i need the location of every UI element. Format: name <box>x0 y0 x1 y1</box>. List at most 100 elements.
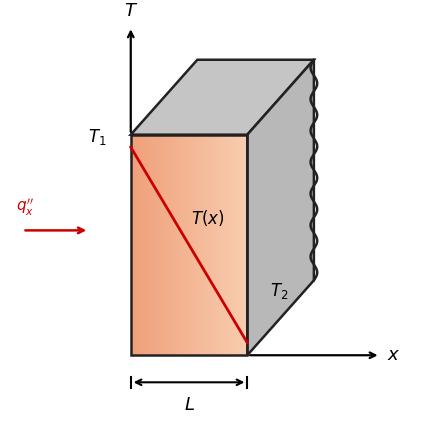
Bar <box>230 135 231 355</box>
Bar <box>169 135 170 355</box>
Bar <box>200 135 201 355</box>
Bar <box>232 135 233 355</box>
Bar <box>172 135 173 355</box>
Bar <box>240 135 241 355</box>
Bar <box>191 135 192 355</box>
Bar <box>227 135 228 355</box>
Bar <box>132 135 133 355</box>
Bar <box>206 135 208 355</box>
Bar <box>136 135 137 355</box>
Bar <box>172 135 174 355</box>
Bar <box>192 135 193 355</box>
Bar <box>152 135 154 355</box>
Bar <box>153 135 155 355</box>
Bar <box>216 135 217 355</box>
Bar <box>202 135 203 355</box>
Bar <box>144 135 146 355</box>
Bar <box>195 135 196 355</box>
Bar <box>201 135 202 355</box>
Bar <box>218 135 220 355</box>
Text: $T$: $T$ <box>124 2 138 20</box>
Text: $x$: $x$ <box>387 346 400 364</box>
Bar <box>190 135 191 355</box>
Bar <box>228 135 229 355</box>
Bar <box>213 135 215 355</box>
Text: $T_2$: $T_2$ <box>270 281 288 301</box>
Bar <box>176 135 178 355</box>
Bar <box>233 135 234 355</box>
Bar <box>150 135 152 355</box>
Bar <box>149 135 151 355</box>
Bar <box>175 135 177 355</box>
Bar <box>181 135 183 355</box>
Bar <box>199 135 200 355</box>
Bar <box>205 135 206 355</box>
Bar <box>166 135 168 355</box>
Bar <box>154 135 155 355</box>
Bar <box>238 135 239 355</box>
Bar <box>222 135 223 355</box>
Bar <box>212 135 214 355</box>
Bar <box>211 135 213 355</box>
Bar <box>155 135 156 355</box>
Bar <box>182 135 184 355</box>
Bar <box>160 135 161 355</box>
Bar <box>231 135 232 355</box>
Text: $T_1$: $T_1$ <box>88 127 107 147</box>
Bar <box>245 135 247 355</box>
Bar <box>198 135 199 355</box>
Bar <box>169 135 171 355</box>
Bar <box>146 135 147 355</box>
Bar <box>234 135 235 355</box>
Bar <box>196 135 197 355</box>
Text: $q_x^{\prime\prime}$: $q_x^{\prime\prime}$ <box>16 197 35 218</box>
Bar <box>197 135 198 355</box>
Bar <box>141 135 143 355</box>
Bar <box>209 135 211 355</box>
Bar <box>137 135 139 355</box>
Bar <box>168 135 169 355</box>
Bar <box>189 135 190 355</box>
Bar <box>163 135 164 355</box>
Bar <box>223 135 224 355</box>
Bar <box>135 135 136 355</box>
Bar <box>139 135 140 355</box>
Bar <box>236 135 237 355</box>
Bar <box>140 135 141 355</box>
Bar <box>143 135 145 355</box>
Bar <box>194 135 195 355</box>
Bar <box>175 135 176 355</box>
Bar <box>180 135 181 355</box>
Bar <box>147 135 149 355</box>
Bar <box>204 135 205 355</box>
Bar <box>137 135 138 355</box>
Bar <box>226 135 227 355</box>
Bar <box>171 135 172 355</box>
Bar <box>193 135 194 355</box>
Bar <box>178 135 180 355</box>
Bar <box>220 135 222 355</box>
Bar <box>146 135 148 355</box>
Bar <box>217 135 219 355</box>
Bar <box>185 135 187 355</box>
Bar <box>214 135 216 355</box>
Bar <box>156 135 158 355</box>
Bar <box>148 135 150 355</box>
Bar <box>131 135 132 355</box>
Bar <box>162 135 163 355</box>
Bar <box>161 135 162 355</box>
Bar <box>237 135 238 355</box>
Bar <box>224 135 226 355</box>
Bar <box>179 135 181 355</box>
Bar <box>229 135 230 355</box>
Bar <box>235 135 236 355</box>
Bar <box>247 135 248 355</box>
Polygon shape <box>247 60 314 355</box>
Bar <box>205 135 207 355</box>
Bar <box>188 135 190 355</box>
Bar <box>241 135 243 355</box>
Bar <box>177 135 179 355</box>
Bar <box>215 135 217 355</box>
Bar <box>187 135 188 355</box>
Bar <box>164 135 165 355</box>
